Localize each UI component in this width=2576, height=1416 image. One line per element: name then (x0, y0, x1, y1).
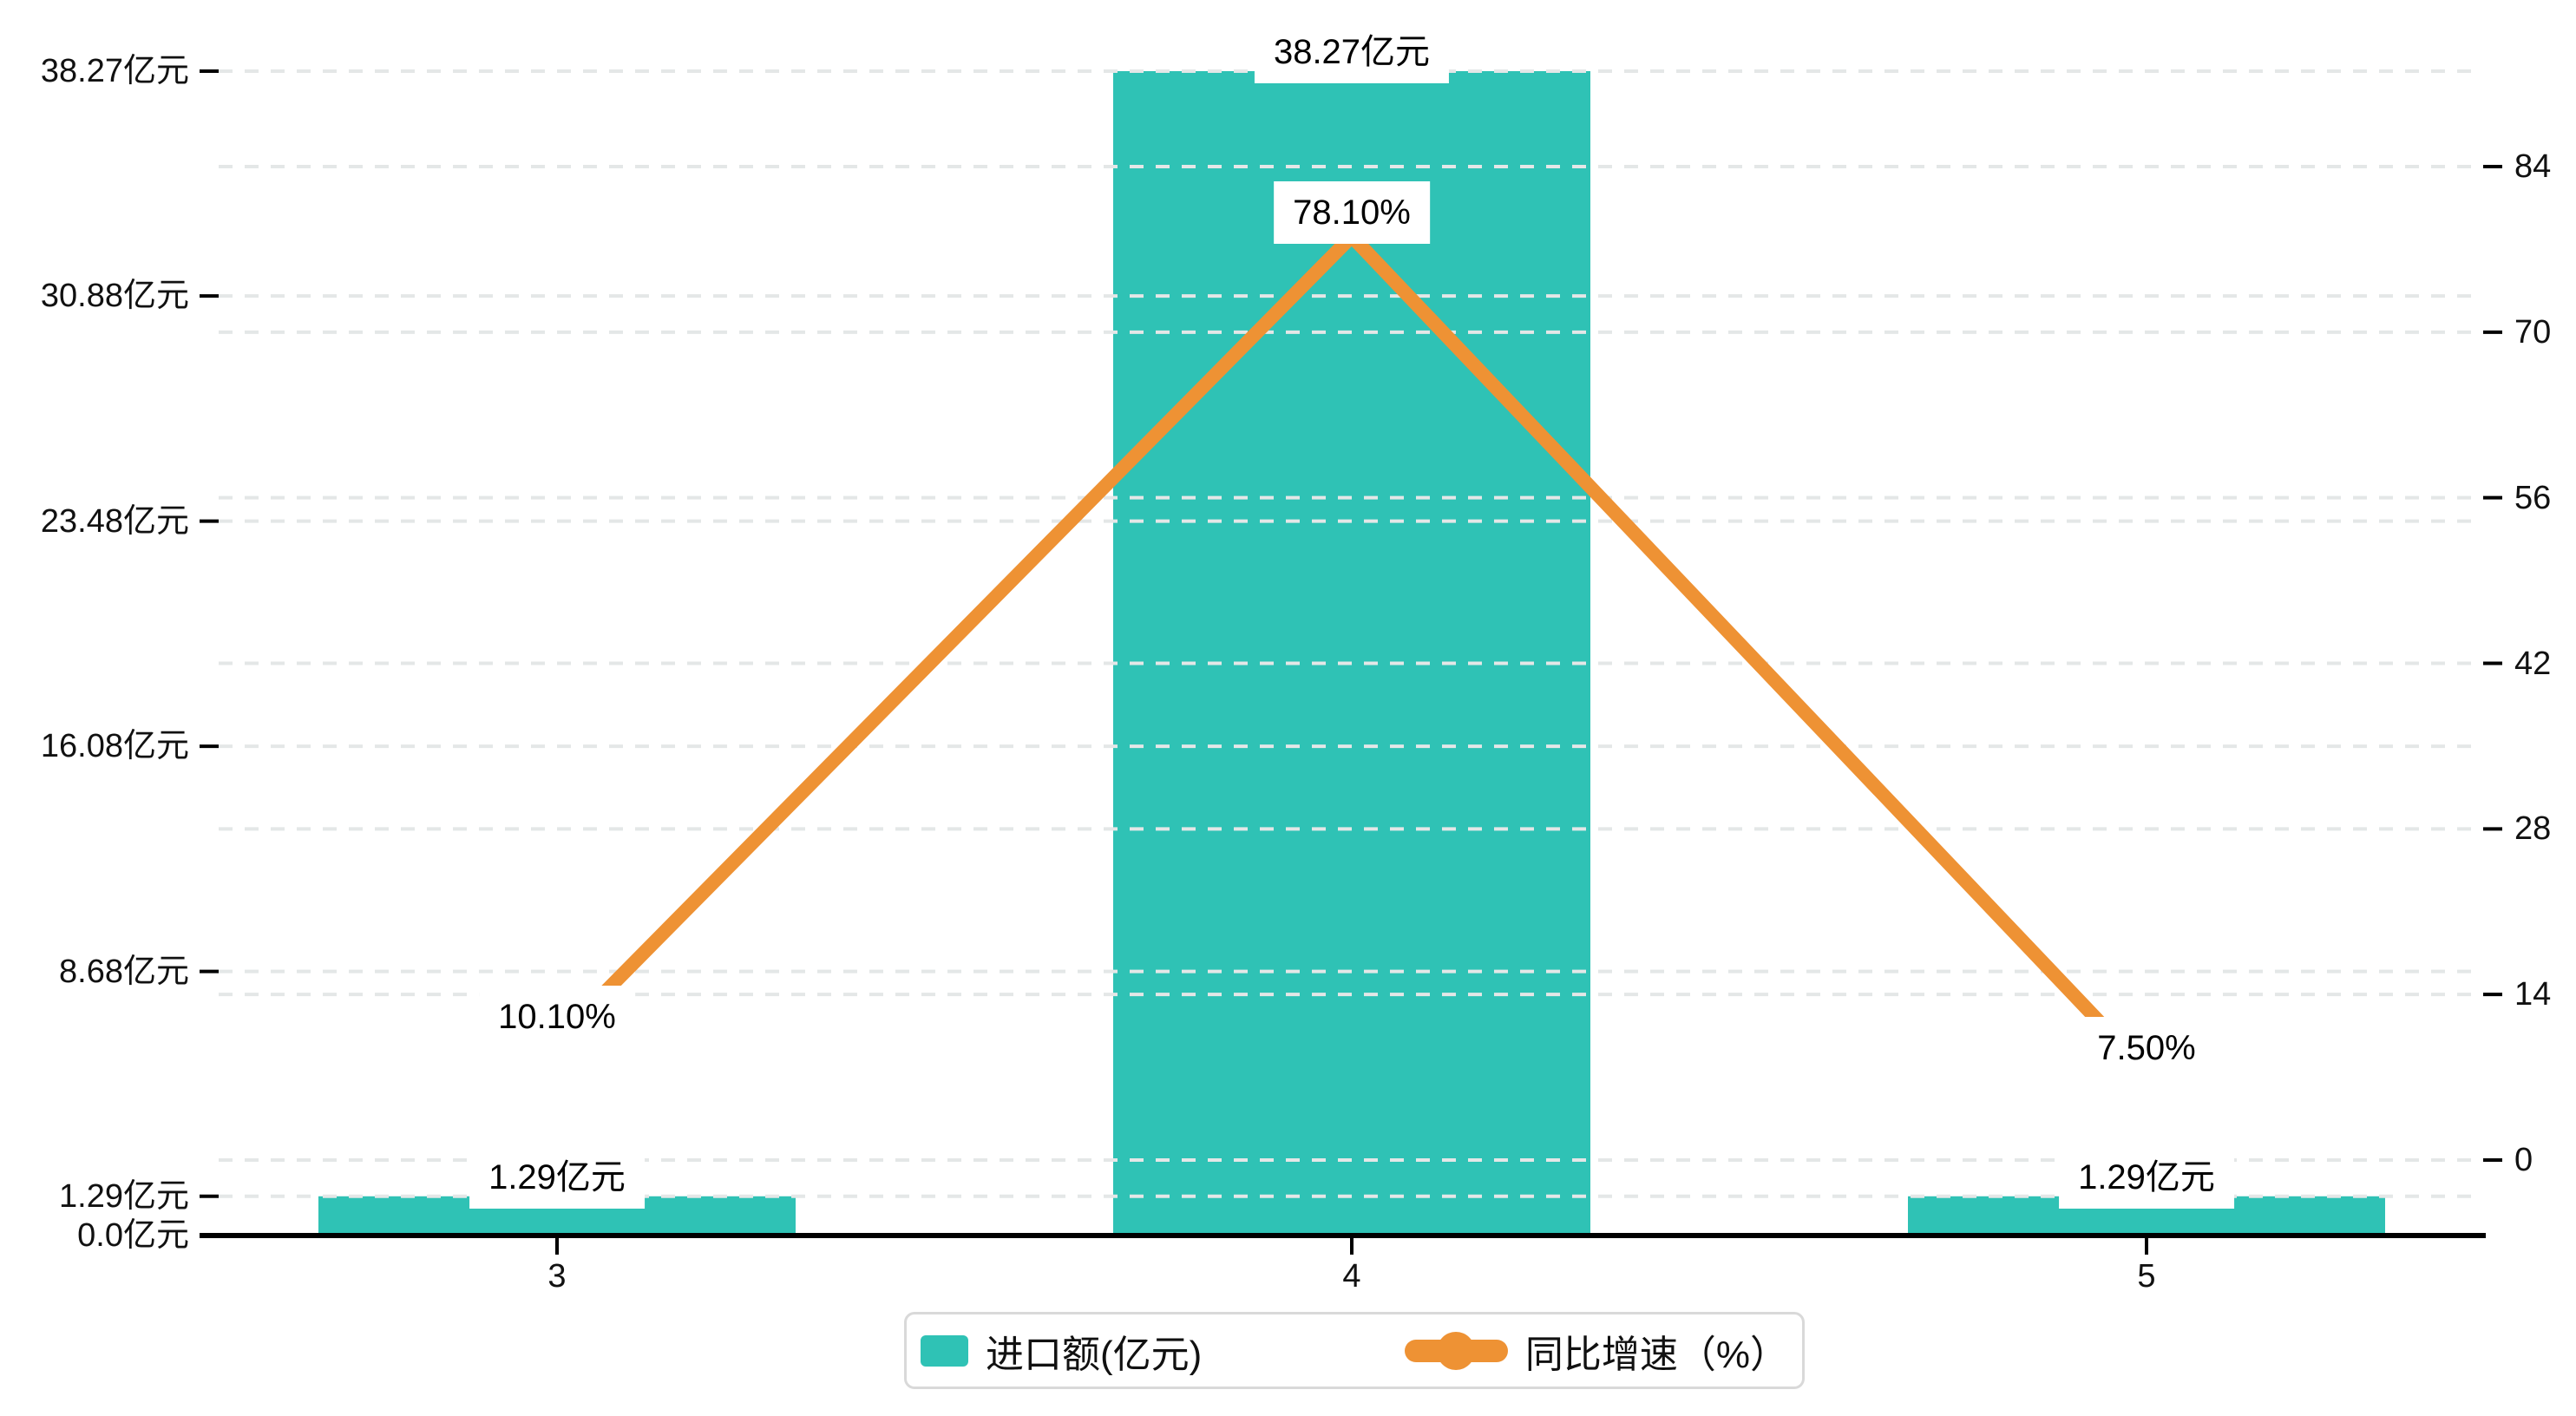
line-with-dot-icon (1404, 1331, 1508, 1370)
legend-label-yoy-growth: 同比增速（%） (1524, 1333, 1788, 1376)
bar-5 (1908, 1196, 2385, 1236)
bar-3 (318, 1196, 796, 1236)
legend-line-dot-icon (1437, 1331, 1476, 1370)
legend-label-import-amount: 进口额(亿元) (986, 1333, 1203, 1376)
legend: 进口额(亿元) 同比增速（%） (904, 1312, 1805, 1389)
legend-item-yoy-growth[interactable]: 同比增速（%） (1404, 1323, 1788, 1379)
legend-item-import-amount[interactable]: 进口额(亿元) (921, 1323, 1202, 1379)
bar-swatch-icon (921, 1334, 968, 1367)
bar-4 (1113, 71, 1590, 1236)
